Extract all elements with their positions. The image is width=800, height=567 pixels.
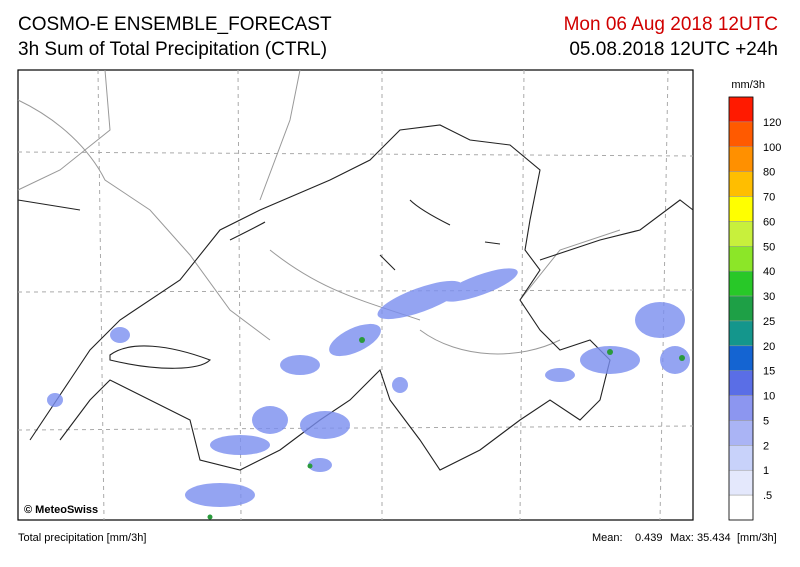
legend-swatch — [728, 196, 754, 222]
legend-swatch — [728, 121, 754, 148]
legend-swatch — [728, 345, 754, 371]
legend-swatch — [728, 494, 754, 521]
legend-label: 40 — [763, 266, 775, 278]
legend-frame — [728, 96, 754, 521]
legend-label: .5 — [763, 490, 772, 502]
legend-swatch — [728, 171, 754, 197]
legend-label: 30 — [763, 291, 775, 303]
legend-swatch — [728, 270, 754, 297]
title: COSMO-E ENSEMBLE_FORECAST — [18, 14, 332, 35]
legend-label: 100 — [763, 142, 781, 154]
footer-unit: [mm/3h] — [737, 532, 777, 544]
legend-swatch — [728, 295, 754, 322]
legend-label: 20 — [763, 341, 775, 353]
legend-label: 60 — [763, 216, 775, 228]
legend: 120 100 80 70 60 50 40 30 25 20 15 10 5 2 1 .5 — [728, 96, 781, 521]
max-label: Max: — [670, 532, 694, 544]
legend-swatch — [728, 320, 754, 347]
mean-value: 0.439 — [635, 532, 663, 544]
legend-swatch — [728, 370, 754, 396]
footer-left: Total precipitation [mm/3h] — [18, 532, 146, 544]
legend-label: 10 — [763, 391, 775, 403]
legend-swatch — [728, 445, 754, 471]
legend-label: 70 — [763, 192, 775, 204]
legend-swatch — [728, 96, 754, 123]
legend-label: 120 — [763, 117, 781, 129]
mean-label: Mean: — [592, 532, 623, 544]
legend-label: 2 — [763, 440, 769, 452]
legend-swatch — [728, 469, 754, 496]
map: © MeteoSwiss — [17, 69, 694, 521]
legend-label: 1 — [763, 465, 769, 477]
legend-label: 80 — [763, 167, 775, 179]
legend-swatch — [728, 146, 754, 172]
legend-label: 5 — [763, 415, 769, 427]
subtitle: 3h Sum of Total Precipitation (CTRL) — [18, 39, 327, 60]
legend-swatch — [728, 221, 754, 247]
legend-label: 25 — [763, 316, 775, 328]
legend-unit: mm/3h — [731, 79, 765, 91]
max-value: 35.434 — [697, 532, 731, 544]
legend-label: 50 — [763, 241, 775, 253]
legend-label: 15 — [763, 366, 775, 378]
copyright: © MeteoSwiss — [24, 504, 98, 516]
legend-swatch — [728, 420, 754, 446]
run-time: 05.08.2018 12UTC +24h — [569, 39, 778, 60]
valid-time: Mon 06 Aug 2018 12UTC — [564, 14, 778, 35]
legend-swatch — [728, 395, 754, 421]
legend-swatch — [728, 246, 754, 272]
